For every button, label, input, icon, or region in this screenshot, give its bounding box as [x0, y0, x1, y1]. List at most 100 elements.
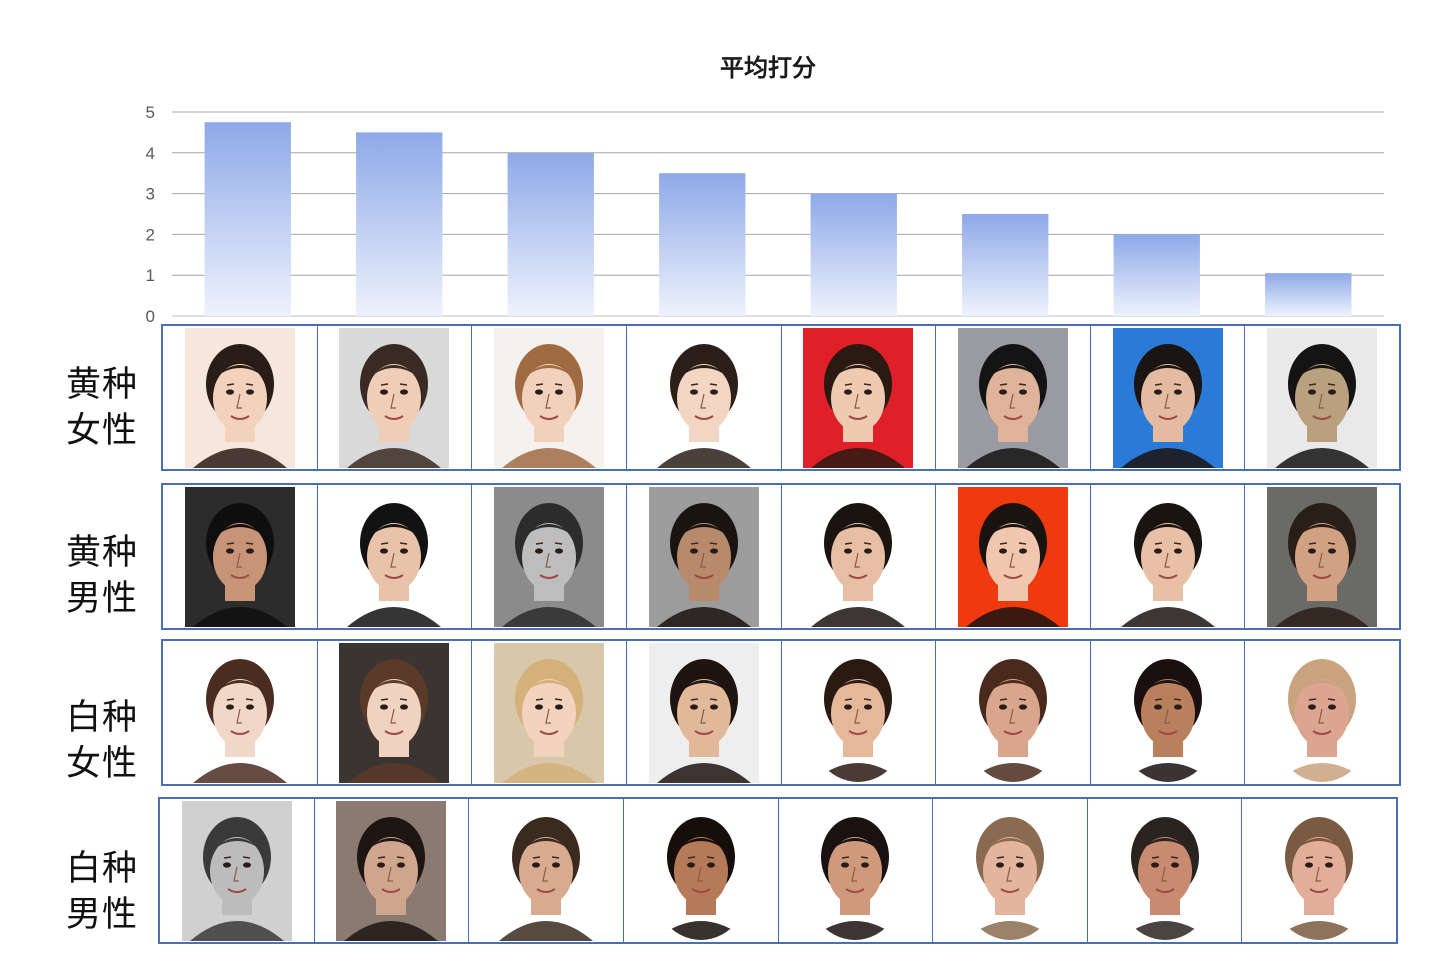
bar-5	[810, 193, 897, 316]
photo-cell	[1242, 799, 1396, 942]
face-photo	[339, 642, 450, 783]
face-photo	[803, 327, 914, 468]
portrait-icon	[955, 801, 1064, 940]
bar-6	[962, 214, 1049, 316]
y-tick-label: 0	[146, 307, 155, 326]
face-photo	[491, 800, 602, 941]
face-photo	[1113, 643, 1223, 783]
face-photo	[648, 486, 759, 627]
bar-1	[204, 122, 291, 316]
photo-cell	[318, 326, 473, 469]
face-photo	[803, 643, 913, 783]
face-photo	[184, 642, 295, 783]
photo-cell	[782, 641, 937, 784]
face-photo	[958, 643, 1068, 783]
chart-plot: 0 1 2 3 4 5	[146, 103, 1384, 326]
face-photo	[646, 801, 756, 941]
bar-chart: 平均打分 0 1 2 3 4 5	[0, 0, 1443, 330]
portrait-icon	[1265, 801, 1374, 940]
portrait-icon	[184, 486, 295, 627]
face-photo	[339, 486, 450, 627]
face-photo	[494, 486, 605, 627]
bar-8	[1265, 273, 1352, 316]
portrait-icon	[958, 643, 1067, 782]
photo-cell	[318, 641, 473, 784]
face-photo	[184, 486, 295, 627]
photo-row	[161, 639, 1401, 786]
portrait-icon	[1112, 486, 1223, 627]
row-label: 黄种 女性	[66, 365, 139, 451]
photo-cell	[472, 326, 627, 469]
face-photo	[336, 800, 447, 941]
photo-cell	[163, 485, 318, 628]
face-photo	[648, 642, 759, 783]
photo-cell	[1091, 641, 1246, 784]
y-tick-label: 3	[146, 185, 155, 204]
photo-cell	[160, 799, 315, 942]
portrait-icon	[803, 327, 914, 468]
portrait-icon	[336, 800, 447, 941]
portrait-icon	[801, 801, 910, 940]
photo-cell	[782, 326, 937, 469]
photo-cell	[1091, 485, 1246, 628]
face-photo	[1112, 486, 1223, 627]
photo-cell	[627, 485, 782, 628]
face-photo	[957, 486, 1068, 627]
photo-cell	[779, 799, 934, 942]
portrait-icon	[339, 327, 450, 468]
bar-2	[356, 132, 443, 316]
face-photo	[800, 801, 910, 941]
portrait-icon	[339, 486, 450, 627]
photo-cell	[1245, 641, 1399, 784]
portrait-icon	[648, 642, 759, 783]
portrait-icon	[648, 486, 759, 627]
portrait-icon	[957, 327, 1068, 468]
photo-cell	[936, 485, 1091, 628]
portrait-icon	[1112, 327, 1223, 468]
portrait-icon	[804, 643, 913, 782]
photo-row	[161, 324, 1401, 471]
face-photo	[1112, 327, 1223, 468]
face-photo	[184, 327, 295, 468]
bar-7	[1113, 234, 1200, 316]
face-photo	[1264, 801, 1374, 941]
portrait-icon	[957, 486, 1068, 627]
face-photo	[1267, 486, 1378, 627]
face-photo	[181, 800, 292, 941]
face-photo	[339, 327, 450, 468]
portrait-icon	[494, 642, 605, 783]
y-tick-label: 4	[146, 144, 155, 163]
bar-4	[659, 173, 746, 316]
face-photo	[648, 327, 759, 468]
photo-cell	[1091, 326, 1246, 469]
photo-cell	[163, 641, 318, 784]
portrait-icon	[1267, 486, 1378, 627]
photo-row	[158, 797, 1398, 944]
photo-cell	[1245, 326, 1399, 469]
face-photo	[1267, 643, 1377, 783]
portrait-icon	[1268, 643, 1377, 782]
face-photo	[1267, 327, 1378, 468]
bar-3	[507, 152, 594, 316]
portrait-icon	[648, 327, 759, 468]
portrait-icon	[1110, 801, 1219, 940]
face-photo	[494, 327, 605, 468]
photo-cell	[936, 326, 1091, 469]
photo-row	[161, 483, 1401, 630]
portrait-icon	[494, 327, 605, 468]
photo-cell	[1245, 485, 1399, 628]
row-label: 白种 男性	[66, 849, 139, 935]
photo-cell	[315, 799, 470, 942]
photo-cell	[469, 799, 624, 942]
face-photo	[955, 801, 1065, 941]
portrait-icon	[646, 801, 755, 940]
photo-cell	[933, 799, 1088, 942]
portrait-icon	[1267, 327, 1378, 468]
row-label: 黄种 男性	[66, 533, 139, 619]
portrait-icon	[181, 800, 292, 941]
face-photo	[1110, 801, 1220, 941]
photo-cell	[163, 326, 318, 469]
photo-cell	[627, 641, 782, 784]
photo-cell	[472, 485, 627, 628]
face-photo	[494, 642, 605, 783]
